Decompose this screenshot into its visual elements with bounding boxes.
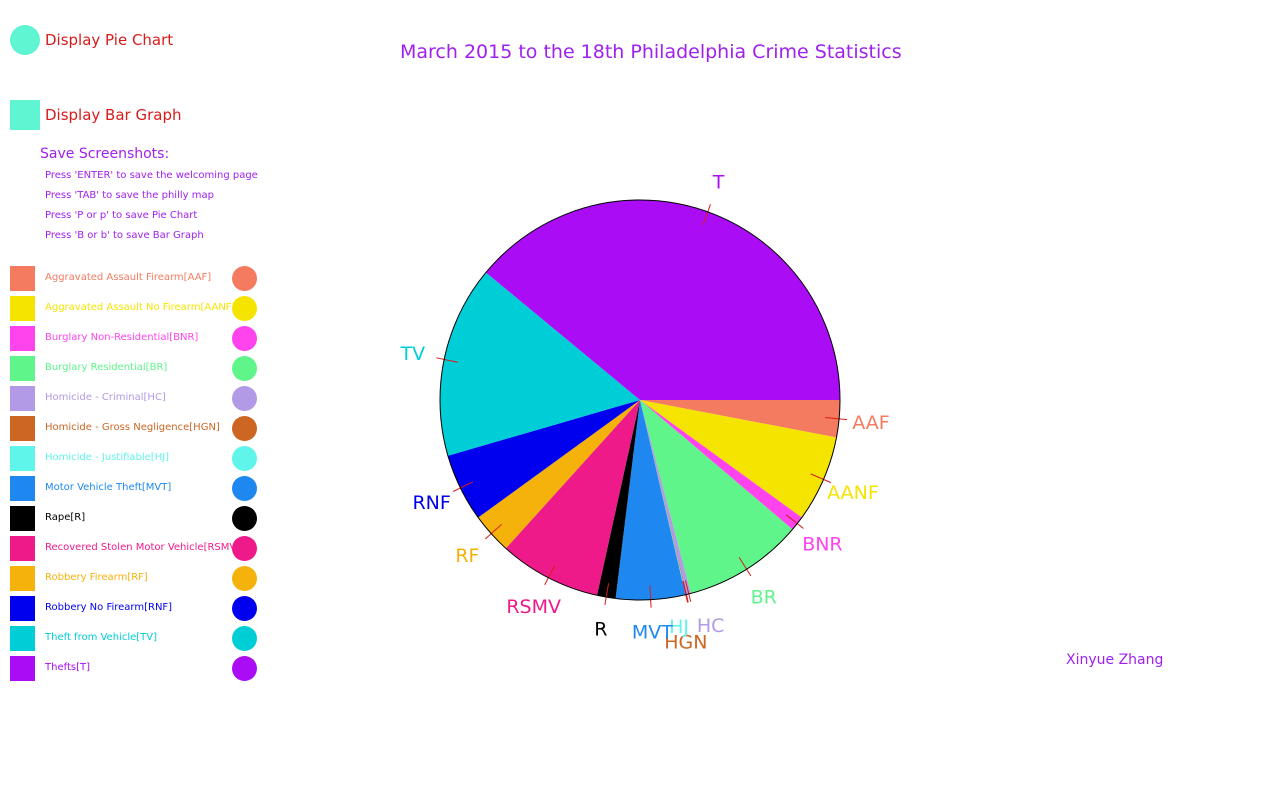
legend-label: Robbery Firearm[RF] [45, 572, 148, 583]
pie-tick-bnr [785, 514, 804, 529]
legend-swatch [10, 476, 35, 501]
legend-dot [232, 266, 257, 291]
legend-label: Homicide - Gross Negligence[HGN] [45, 422, 220, 433]
pie-tick-aanf [810, 473, 832, 484]
pie-slice-mvt [615, 400, 686, 600]
pie-tick-hc [684, 580, 692, 602]
pie-slice-hc [640, 400, 691, 595]
pie-tick-aaf [825, 417, 848, 421]
legend-swatch [10, 446, 35, 471]
pie-label-rnf: RNF [412, 492, 450, 514]
pie-label-hc: HC [697, 615, 725, 637]
save-screenshots-heading: Save Screenshots: [40, 146, 170, 162]
legend-dot [232, 326, 257, 351]
legend-label: Burglary Non-Residential[BNR] [45, 332, 199, 343]
pie-tick-br [738, 557, 752, 577]
pie-slice-aanf [640, 400, 837, 518]
pie-tick-rnf [452, 481, 474, 492]
pie-label-t: T [712, 172, 725, 194]
legend-label: Aggravated Assault No Firearm[AANF] [45, 302, 236, 313]
pie-label-rsmv: RSMV [506, 596, 561, 618]
pie-tick-r [604, 583, 610, 606]
pie-tick-hj [682, 580, 689, 603]
pie-tick-mvt [649, 585, 652, 608]
save-instruction-bar: Press 'B or b' to save Bar Graph [45, 230, 204, 241]
pie-slice-tv [440, 272, 640, 456]
save-instruction-pie: Press 'P or p' to save Pie Chart [45, 210, 198, 221]
legend-label: Rape[R] [45, 512, 86, 523]
save-instruction-enter: Press 'ENTER' to save the welcoming page [45, 170, 258, 181]
legend-label: Recovered Stolen Motor Vehicle[RSMV] [45, 542, 241, 553]
legend-swatch [10, 266, 35, 291]
save-instruction-tab: Press 'TAB' to save the philly map [45, 190, 214, 201]
display-bar-graph-label[interactable]: Display Bar Graph [45, 106, 182, 124]
pie-slice-br [640, 400, 793, 594]
legend-label: Aggravated Assault Firearm[AAF] [45, 272, 212, 283]
legend-label: Motor Vehicle Theft[MVT] [45, 482, 172, 493]
legend-dot [232, 446, 257, 471]
legend-swatch [10, 326, 35, 351]
legend-swatch [10, 536, 35, 561]
legend-swatch [10, 416, 35, 441]
pie-slice-rsmv [505, 400, 640, 596]
pie-label-bnr: BNR [802, 533, 842, 555]
pie-tick-hgn [682, 580, 689, 603]
legend-swatch [10, 356, 35, 381]
legend-label: Thefts[T] [45, 662, 90, 673]
legend-swatch [10, 386, 35, 411]
pie-label-tv: TV [400, 343, 426, 365]
pie-slice-hj [640, 400, 687, 595]
legend-dot [232, 476, 257, 501]
legend-dot [232, 296, 257, 321]
legend-label: Theft from Vehicle[TV] [45, 632, 158, 643]
pie-slice-aaf [640, 400, 840, 438]
pie-tick-t [702, 204, 711, 226]
legend-dot [232, 566, 257, 591]
pie-label-aaf: AAF [852, 412, 889, 434]
legend-swatch [10, 566, 35, 591]
pie-slice-hgn [640, 400, 687, 595]
pie-slice-r [596, 400, 640, 599]
pie-tick-tv [436, 357, 458, 363]
pie-slice-bnr [640, 400, 802, 530]
legend-dot [232, 356, 257, 381]
legend-label: Robbery No Firearm[RNF] [45, 602, 173, 613]
display-pie-chart-label[interactable]: Display Pie Chart [45, 31, 174, 49]
legend-dot [232, 656, 257, 681]
author-name: Xinyue Zhang [1066, 652, 1164, 668]
pie-label-rf: RF [455, 545, 479, 567]
pie-label-mvt: MVT [632, 622, 673, 644]
pie-label-br: BR [751, 586, 777, 608]
legend-swatch [10, 656, 35, 681]
legend-dot [232, 506, 257, 531]
pie-slice-t [485, 200, 840, 400]
legend-dot [232, 536, 257, 561]
legend-label: Burglary Residential[BR] [45, 362, 168, 373]
pie-label-aanf: AANF [827, 482, 879, 504]
display-bar-graph-button[interactable] [10, 100, 40, 130]
legend-label: Homicide - Criminal[HC] [45, 392, 166, 403]
chart-title: March 2015 to the 18th Philadelphia Crim… [400, 41, 902, 63]
legend-swatch [10, 506, 35, 531]
legend-swatch [10, 296, 35, 321]
legend-swatch [10, 626, 35, 651]
display-pie-chart-button[interactable] [10, 25, 40, 55]
pie-slice-rf [478, 400, 640, 549]
legend-dot [232, 626, 257, 651]
pie-outline [439, 199, 841, 601]
legend-label: Homicide - Justifiable[HJ] [45, 452, 170, 463]
legend-swatch [10, 596, 35, 621]
pie-tick-rsmv [544, 565, 556, 586]
legend-dot [232, 596, 257, 621]
pie-label-r: R [594, 619, 607, 641]
legend-dot [232, 416, 257, 441]
legend-dot [232, 386, 257, 411]
pie-label-hj: HJ [669, 616, 689, 638]
pie-tick-rf [484, 523, 502, 540]
pie-label-hgn: HGN [664, 632, 707, 654]
pie-slice-rnf [447, 400, 640, 518]
